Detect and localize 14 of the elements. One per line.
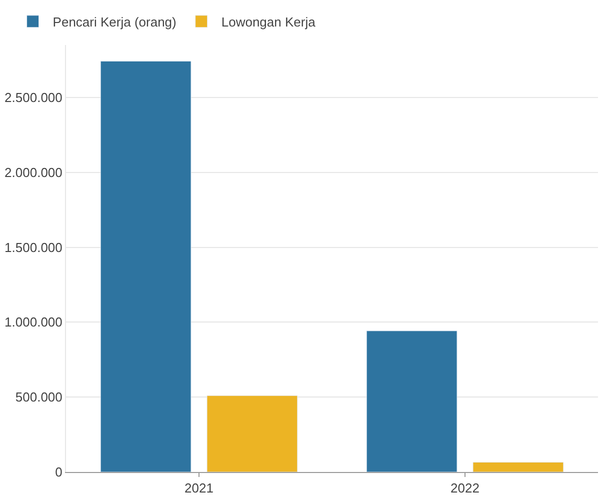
bar [100, 60, 192, 472]
legend-label: Lowongan Kerja [221, 14, 316, 30]
y-tick-label: 500.000 [15, 390, 62, 405]
y-tick-label: 2.500.000 [4, 90, 62, 105]
legend-label: Pencari Kerja (orang) [52, 14, 176, 30]
y-tick-label: 1.500.000 [4, 240, 62, 255]
x-tick-label: 2021 [184, 480, 214, 496]
bar [366, 330, 458, 472]
bar [206, 395, 298, 472]
y-tick-label: 0 [55, 464, 62, 480]
bar [472, 462, 564, 472]
y-tick-label: 2.000.000 [4, 164, 62, 180]
x-tick-label: 2022 [450, 480, 480, 496]
y-tick-label: 1.000.000 [4, 314, 62, 330]
